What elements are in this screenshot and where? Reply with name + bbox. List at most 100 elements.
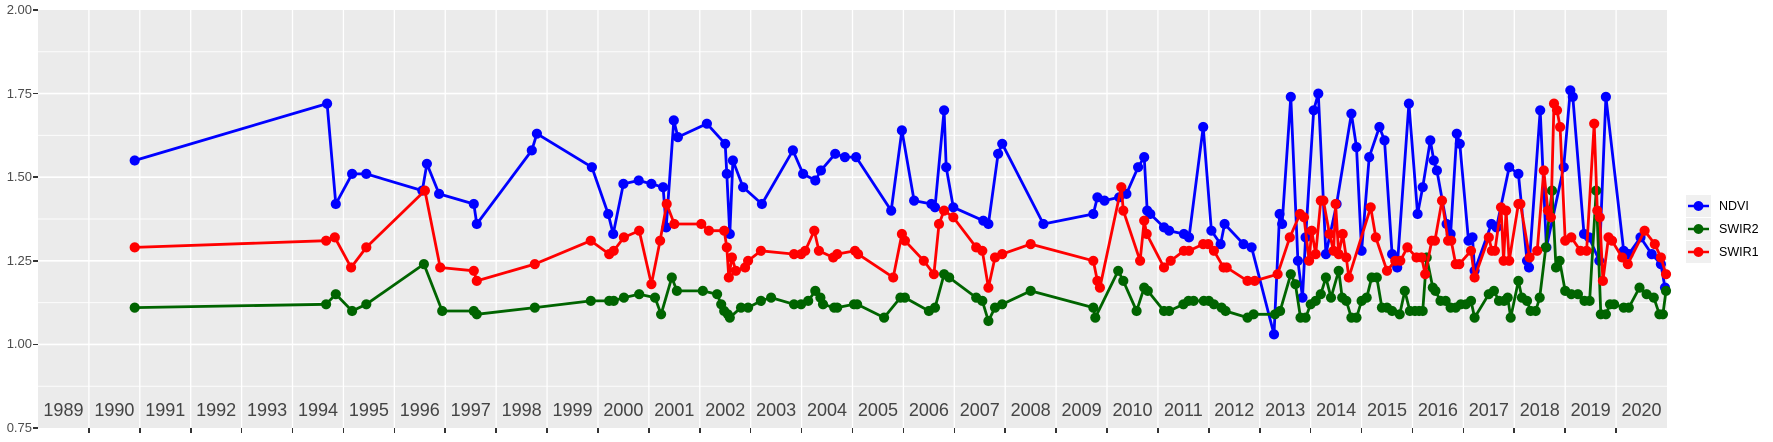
- swir2-point: [1648, 292, 1659, 303]
- swir2-point: [585, 295, 596, 306]
- ndvi-point: [815, 165, 827, 176]
- ndvi-point: [1133, 162, 1144, 173]
- swir1-point: [529, 259, 540, 270]
- ndvi-point: [531, 128, 542, 139]
- swir1-point: [1420, 269, 1431, 280]
- x-axis-tick: [1411, 428, 1414, 433]
- ndvi-point: [1308, 105, 1319, 116]
- swir2-point: [1657, 309, 1668, 320]
- ndvi-point: [896, 125, 908, 136]
- legend-label: SWIR2: [1719, 222, 1759, 236]
- swir1-point: [1551, 105, 1563, 116]
- ndvi-point: [361, 168, 372, 179]
- swir2-point: [361, 299, 372, 310]
- swir1-point: [1594, 212, 1605, 223]
- swir2-point: [1417, 305, 1428, 317]
- ndvi-point: [886, 205, 897, 216]
- swir2-point: [1530, 305, 1541, 317]
- swir2-point: [944, 272, 955, 283]
- x-axis-tick: [393, 428, 396, 433]
- x-axis-tick: [953, 428, 956, 433]
- x-axis-tick: [1004, 428, 1006, 433]
- swir1-point: [608, 245, 619, 256]
- ndvi-point: [330, 198, 341, 210]
- ndvi-point: [347, 168, 358, 179]
- swir1-point: [755, 245, 767, 256]
- swir2-point: [899, 292, 911, 303]
- ndvi-point: [997, 138, 1008, 149]
- swir1-point: [129, 242, 140, 253]
- y-axis-tick: [33, 9, 38, 11]
- swir2-key-icon: [1686, 218, 1711, 240]
- ndvi-point: [1646, 249, 1657, 260]
- swir1-point: [1446, 235, 1457, 246]
- ndvi-point: [756, 198, 768, 210]
- x-axis-label: 2020: [1621, 400, 1662, 420]
- ndvi-point: [1145, 208, 1156, 220]
- swir1-point: [719, 225, 730, 236]
- swir2-point: [724, 312, 735, 323]
- ndvi-point: [839, 152, 851, 163]
- x-axis-label: 1992: [196, 400, 237, 420]
- swir1-point: [1298, 212, 1310, 223]
- swir2-point: [1600, 309, 1611, 320]
- x-axis-tick: [291, 428, 294, 433]
- swir2-point: [929, 302, 941, 313]
- swir1-point: [669, 218, 680, 230]
- swir2-point: [1469, 312, 1480, 323]
- gridlines: [38, 10, 1667, 428]
- x-axis-tick: [851, 428, 854, 433]
- swir2-point: [1371, 272, 1382, 283]
- swir1-point: [813, 245, 825, 256]
- swir1-point: [419, 185, 430, 196]
- ndvi-point: [1417, 182, 1428, 193]
- x-axis-label: 1990: [94, 400, 135, 420]
- swir2-point: [1275, 305, 1286, 317]
- swir2-point: [1333, 265, 1344, 276]
- swir2-point: [321, 299, 332, 310]
- ndvi-point: [1164, 225, 1175, 236]
- ndvi-point: [727, 155, 739, 166]
- ndvi-point: [1292, 255, 1303, 266]
- legend-item-ndvi: NDVI: [1686, 195, 1759, 217]
- swir2-point: [1660, 285, 1672, 296]
- ndvi-point: [646, 178, 657, 189]
- swir2-point: [1634, 282, 1645, 293]
- y-axis-tick: [33, 92, 38, 95]
- x-axis-tick: [1258, 428, 1261, 433]
- x-axis-tick: [698, 428, 701, 433]
- swir1-point: [471, 275, 482, 286]
- swir1-point: [1465, 245, 1477, 256]
- ndvi-point: [618, 178, 629, 189]
- x-axis-label: 1995: [348, 400, 389, 420]
- x-axis-label: 2017: [1468, 400, 1509, 420]
- swir1-point: [1318, 195, 1329, 206]
- ndvi-point: [322, 98, 333, 109]
- swir2-point: [1584, 295, 1595, 306]
- swir1-point: [832, 249, 843, 260]
- y-axis-tick: [33, 260, 38, 262]
- swir2-point: [1534, 292, 1545, 303]
- x-axis-tick: [1309, 428, 1312, 433]
- x-axis-tick: [189, 428, 192, 433]
- swir1-point: [661, 198, 672, 210]
- swir2-point: [618, 292, 630, 303]
- swir1-point: [1343, 272, 1354, 283]
- y-axis-label: 1.25: [6, 252, 32, 268]
- swir2-point: [1505, 312, 1516, 323]
- swir1-point: [1469, 272, 1480, 283]
- ndvi-point: [608, 228, 619, 240]
- swir2-point: [1290, 279, 1301, 290]
- ndvi-point: [720, 138, 731, 149]
- swir1-point: [361, 242, 372, 253]
- swir2-point: [1502, 292, 1513, 303]
- x-axis-tick: [88, 428, 90, 433]
- swir2-point: [879, 312, 890, 323]
- legend: NDVI SWIR2 SWIR1: [1686, 195, 1759, 264]
- swir1-point: [1118, 205, 1129, 216]
- swir2-point: [1188, 295, 1199, 306]
- swir1-point: [1141, 228, 1152, 240]
- x-axis-tick: [546, 428, 548, 433]
- ndvi-point: [1364, 152, 1375, 163]
- swir1-point: [1135, 255, 1146, 266]
